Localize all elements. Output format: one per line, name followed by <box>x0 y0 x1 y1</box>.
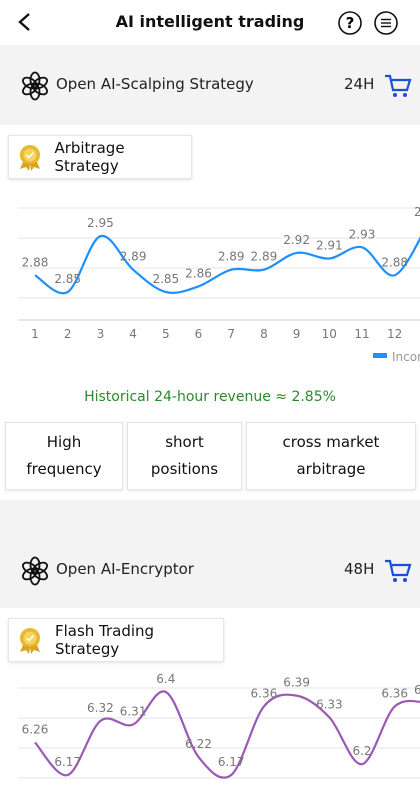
strategy-row: Open AI-Scalping Strategy 24H <box>0 60 420 112</box>
strategy-card: Flash Trading Strategy <box>0 608 420 800</box>
value-label: 6.32 <box>87 701 114 715</box>
x-tick-label: 6 <box>195 327 203 341</box>
strategy-tag: short positions <box>127 422 242 490</box>
cart-button[interactable] <box>383 72 413 100</box>
value-label: 2.86 <box>185 266 212 280</box>
value-label: 2.85 <box>152 272 179 286</box>
value-label: 6.17 <box>54 755 81 769</box>
strategy-badge: Arbitrage Strategy <box>8 135 192 179</box>
strategy-card: Arbitrage Strategy <box>0 125 420 500</box>
value-label: 6.17 <box>218 755 245 769</box>
page-title: AI intelligent trading <box>115 12 305 31</box>
value-label: 6.36 <box>381 686 408 700</box>
x-tick-label: 8 <box>260 327 268 341</box>
value-label: 6.33 <box>316 697 343 711</box>
x-tick-label: 3 <box>97 327 105 341</box>
badge-text: Flash Trading Strategy <box>54 622 155 658</box>
menu-button[interactable] <box>373 10 399 36</box>
value-label: 6.26 <box>22 723 49 737</box>
strategy-tag: cross market arbitrage <box>246 422 416 490</box>
value-label: 2.85 <box>54 272 81 286</box>
badge-icon <box>20 628 40 654</box>
provider-name: Open AI-Encryptor <box>56 560 194 578</box>
value-label: 2.91 <box>316 239 343 253</box>
duration-label: 48H <box>344 560 375 578</box>
value-label: 2.97 <box>414 205 420 219</box>
legend-label: Income <box>392 350 420 364</box>
value-label: 2.89 <box>218 250 245 264</box>
value-label: 6.4 <box>156 672 175 686</box>
strategy-row: Open AI-Encryptor 48H <box>0 545 420 597</box>
provider-logo <box>22 71 48 101</box>
line-chart: 6.26 6.17 6.32 6.31 6.4 6.22 6.17 6.36 6.39 6.33 6… <box>18 672 420 779</box>
series-line <box>34 690 420 779</box>
value-label: 2.88 <box>22 255 49 269</box>
x-tick-label: 1 <box>31 327 39 341</box>
x-tick-label: 9 <box>293 327 301 341</box>
value-label: 6.39 <box>283 676 310 690</box>
value-label: 6.2 <box>352 744 371 758</box>
badge-icon <box>20 145 40 171</box>
x-tick-label: 12 <box>387 327 402 341</box>
back-button[interactable] <box>14 11 36 33</box>
header-bar: AI intelligent trading ? <box>0 0 420 45</box>
value-label: 2.89 <box>251 250 278 264</box>
provider-logo <box>22 556 48 586</box>
value-label: 2.95 <box>87 216 114 230</box>
line-chart: 2.88 2.85 2.95 2.89 2.85 2.86 2.89 2.89 2.92 2.91… <box>18 205 420 364</box>
x-tick-label: 2 <box>64 327 72 341</box>
strategy-badge: Flash Trading Strategy <box>8 618 224 662</box>
value-label: 6.31 <box>120 704 147 718</box>
x-tick-label: 10 <box>322 327 337 341</box>
value-label: 6.22 <box>185 737 212 751</box>
value-label: 2.89 <box>120 250 147 264</box>
legend-swatch <box>373 353 387 358</box>
x-tick-label: 5 <box>162 327 170 341</box>
svg-text:?: ? <box>346 14 355 32</box>
badge-text: Arbitrage Strategy <box>54 139 125 175</box>
provider-name: Open AI-Scalping Strategy <box>56 75 254 93</box>
x-tick-label: 4 <box>129 327 137 341</box>
x-tick-label: 7 <box>227 327 235 341</box>
revenue-text: Historical 24-hour revenue ≈ 2.85% <box>84 389 336 405</box>
value-label: 2.88 <box>381 255 408 269</box>
strategy-tag: High frequency <box>5 422 123 490</box>
cart-button[interactable] <box>383 557 413 585</box>
value-label: 2.93 <box>349 227 376 241</box>
series-line <box>34 235 420 295</box>
value-label: 2.92 <box>283 233 310 247</box>
help-button[interactable]: ? <box>337 10 363 36</box>
duration-label: 24H <box>344 75 375 93</box>
value-label: 6.37 <box>414 683 420 697</box>
x-tick-label: 11 <box>354 327 369 341</box>
value-label: 6.36 <box>251 686 278 700</box>
